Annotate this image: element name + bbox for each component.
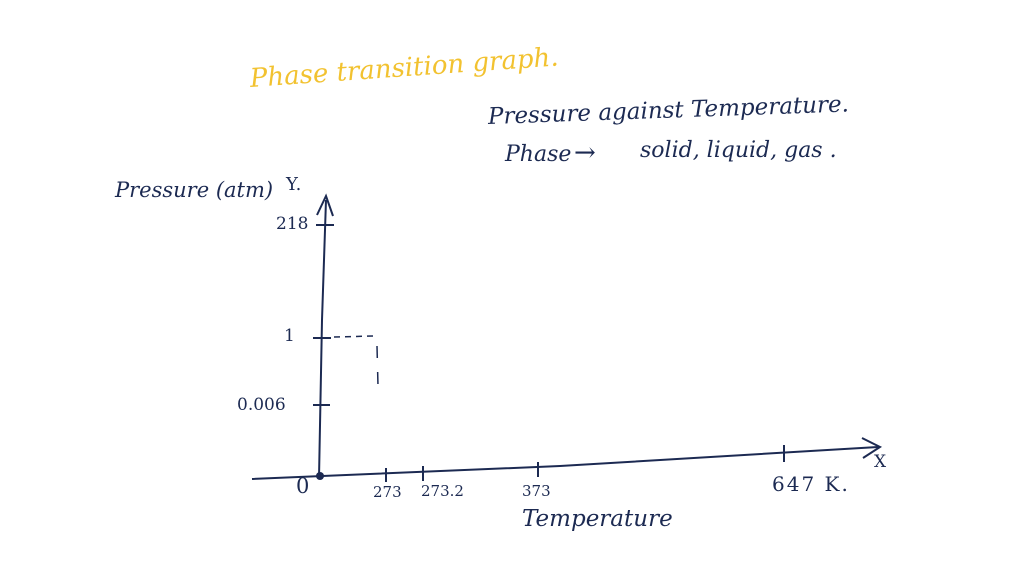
y-tick-label-218: 218 [276,214,309,234]
y-axis-line [318,199,327,479]
y-tick-label-1: 1 [284,326,295,346]
y-axis-label: Pressure (atm) [115,178,274,202]
x-tick-label-373: 373 [522,482,551,500]
x-tick-label-647: 647 K. [772,472,850,496]
phase-label: Phase [505,142,572,167]
x-axis-line [251,446,879,480]
x-axis-label: Temperature [522,506,673,532]
right-arrow-icon: → [574,138,596,168]
guide-line-vertical [376,345,379,387]
guide-line-horizontal [333,335,375,338]
origin-dot [316,472,324,480]
x-tick-label-273-2: 273.2 [421,482,464,500]
y-tick-label-0006: 0.006 [237,395,286,415]
x-tick-label-273: 273 [373,483,402,501]
x-axis-letter: X [874,452,887,472]
y-axis-arrowhead [316,193,334,217]
x-axis-arrowhead [861,437,883,459]
y-axis-letter: Y. [286,174,302,195]
origin-label: 0 [296,474,310,498]
phase-list: solid, liquid, gas . [640,138,837,163]
